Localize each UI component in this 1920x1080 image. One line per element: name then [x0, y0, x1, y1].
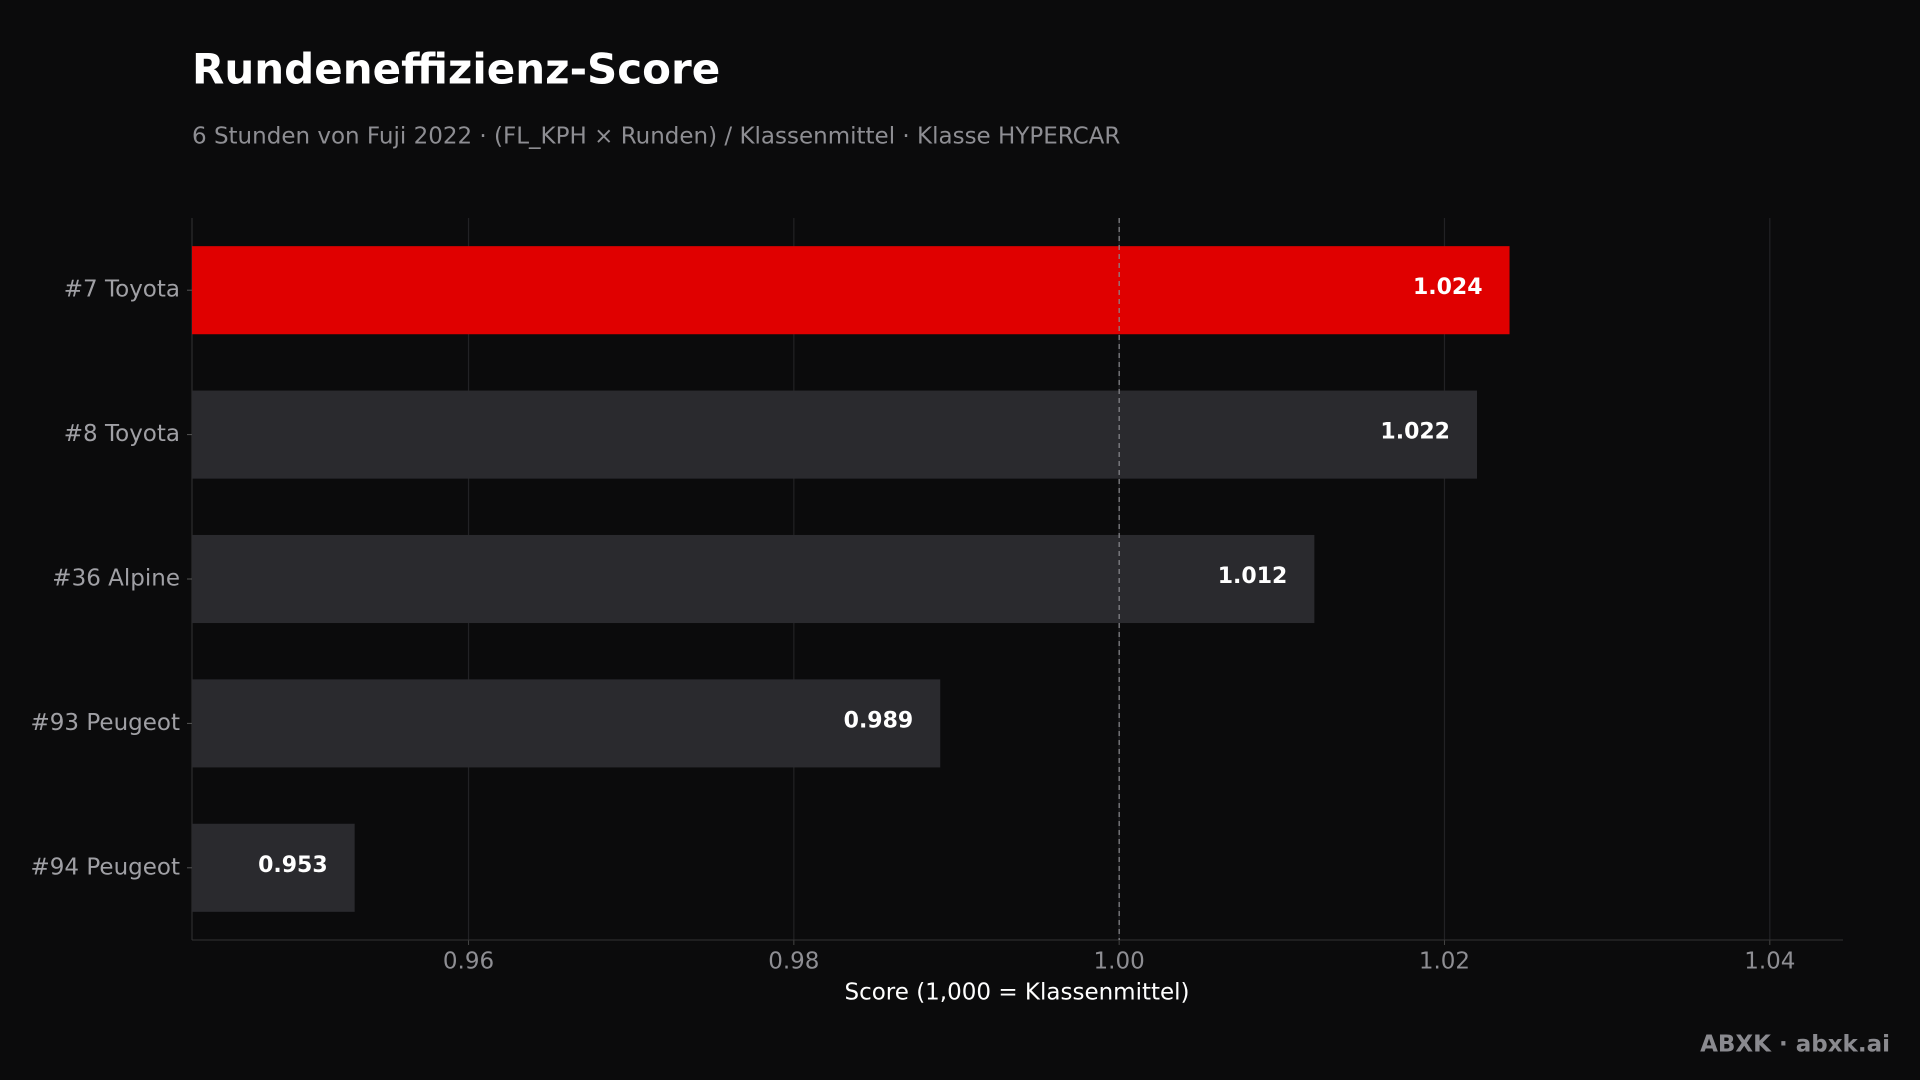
bar [192, 390, 1478, 479]
y-tick-label: #94 Peugeot [31, 854, 180, 880]
y-tick-label: #7 Toyota [64, 277, 180, 303]
value-label: 1.012 [1218, 564, 1288, 589]
x-tick-label: 0.98 [768, 949, 819, 975]
chart-subtitle: 6 Stunden von Fuji 2022 · (FL_KPH × Rund… [192, 124, 1120, 150]
y-tick-label: #8 Toyota [64, 421, 180, 447]
bar [192, 679, 941, 768]
x-tick-label: 1.02 [1419, 949, 1470, 975]
value-label: 0.953 [258, 853, 328, 878]
x-tick-label: 0.96 [443, 949, 494, 975]
bar [192, 823, 355, 912]
value-label: 1.024 [1413, 275, 1483, 300]
y-tick-label: #36 Alpine [52, 566, 180, 592]
x-tick-label: 1.04 [1744, 949, 1795, 975]
chart-title: Rundeneffizienz-Score [192, 45, 720, 94]
x-axis-label: Score (1,000 = Klassenmittel) [844, 980, 1189, 1006]
bar [192, 534, 1315, 624]
value-label: 0.989 [844, 708, 914, 733]
x-tick-label: 1.00 [1094, 949, 1145, 975]
value-label: 1.022 [1380, 420, 1450, 445]
bar [192, 246, 1510, 335]
y-tick-label: #93 Peugeot [31, 710, 180, 736]
footer: ABXK · abxk.ai [1700, 1032, 1890, 1058]
